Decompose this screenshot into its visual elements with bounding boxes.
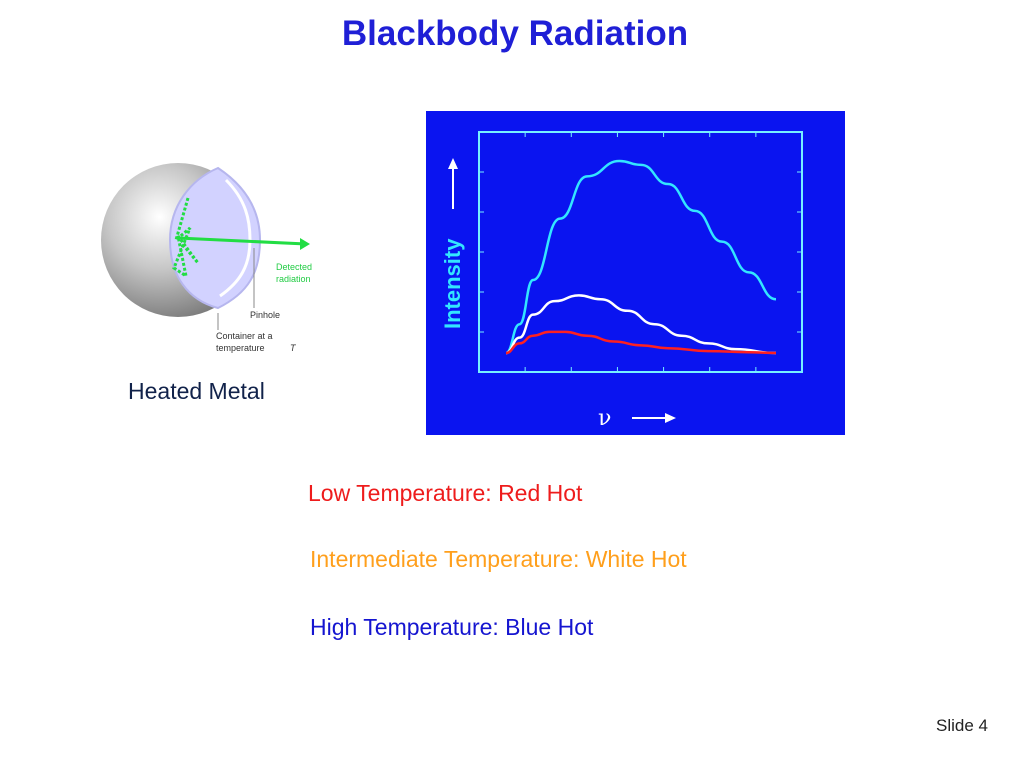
detected-radiation-label: Detected	[276, 262, 312, 272]
axis-ticks	[479, 132, 802, 372]
detected-radiation-label-2: radiation	[276, 274, 311, 284]
arrow-head	[300, 238, 310, 250]
x-axis-label: ν	[598, 406, 611, 431]
intensity-plot: Intensity ν	[426, 111, 845, 435]
sphere-cavity	[168, 166, 262, 310]
spectrum-curve-1	[505, 294, 777, 355]
spectrum-curve-0	[505, 159, 777, 355]
x-axis-arrow-head	[665, 413, 676, 423]
container-label-2: temperature	[216, 343, 265, 353]
heated-metal-caption: Heated Metal	[128, 378, 265, 404]
y-axis-arrow-head	[448, 158, 458, 169]
high-temperature-line: High Temperature: Blue Hot	[310, 614, 594, 640]
slide-title: Blackbody Radiation	[341, 14, 689, 53]
container-label: Container at a	[216, 331, 273, 341]
heated-metal-diagram: Detected radiation Pinhole Container at …	[101, 163, 312, 353]
y-axis-label: Intensity	[440, 238, 465, 329]
container-label-var: T	[290, 343, 297, 353]
detected-radiation-arrow	[177, 236, 307, 246]
plot-background	[426, 111, 845, 435]
slide-number: Slide 4	[936, 716, 988, 735]
intermediate-temperature-line: Intermediate Temperature: White Hot	[310, 546, 687, 572]
pinhole-label: Pinhole	[250, 310, 280, 320]
low-temperature-line: Low Temperature: Red Hot	[308, 480, 583, 506]
spectrum-curves	[505, 159, 777, 355]
spectrum-curve-2	[505, 330, 777, 355]
